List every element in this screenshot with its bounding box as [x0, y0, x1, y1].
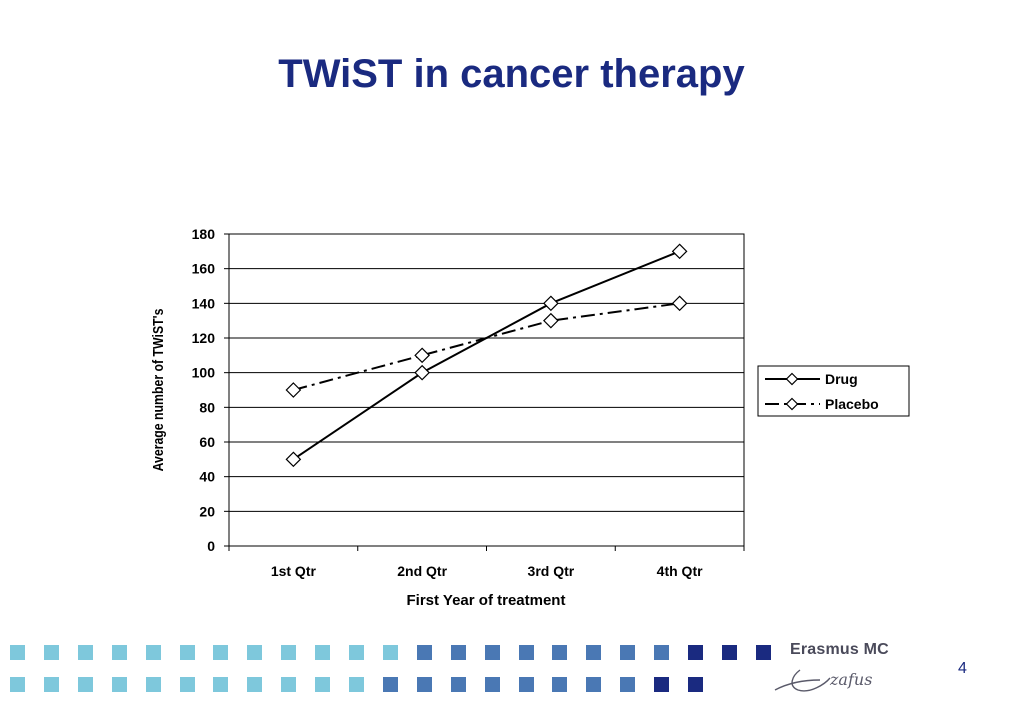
- y-tick-label: 20: [199, 503, 215, 519]
- x-axis-title: First Year of treatment: [407, 592, 566, 609]
- x-tick-label: 4th Qtr: [657, 563, 703, 579]
- y-tick-label: 40: [199, 469, 215, 485]
- legend-label: Placebo: [825, 396, 879, 412]
- y-tick-label: 120: [192, 330, 216, 346]
- legend: Drug Placebo: [757, 365, 910, 417]
- slide-title: TWiST in cancer therapy: [278, 52, 745, 96]
- erasmus-mc-logo: Erasmus MC: [790, 641, 889, 658]
- x-tick-label: 2nd Qtr: [397, 563, 447, 579]
- gridlines: [229, 233, 744, 512]
- y-tick-label: 180: [192, 226, 216, 242]
- data-point-drug: [285, 451, 302, 468]
- series-markers: [285, 243, 688, 468]
- series-line-placebo: [293, 302, 680, 391]
- legend-box: [757, 365, 910, 417]
- y-axis-title: Average number of TWiST's: [150, 308, 166, 471]
- y-tick-label: 100: [192, 365, 216, 381]
- data-point-placebo: [543, 312, 559, 329]
- data-point-placebo: [285, 382, 302, 398]
- data-point-placebo: [671, 295, 688, 312]
- page-number: 4: [958, 660, 967, 677]
- axes: [224, 233, 745, 551]
- y-tick-label: 0: [207, 538, 215, 554]
- data-point-drug: [543, 295, 559, 312]
- x-tick-label: 3rd Qtr: [528, 563, 575, 579]
- data-point-drug: [671, 243, 688, 260]
- plot-area: [228, 233, 745, 547]
- erasmus-signature-logo: zafus: [774, 669, 872, 692]
- data-point-placebo: [414, 347, 430, 364]
- data-point-drug: [414, 364, 430, 381]
- legend-marker: [785, 372, 799, 386]
- y-tick-label: 80: [199, 399, 215, 415]
- signature-text: zafus: [829, 670, 872, 689]
- legend-label: Drug: [825, 371, 858, 387]
- legend-marker: [785, 397, 799, 411]
- y-tick-label: 140: [192, 295, 216, 311]
- tick-labels: 0 20 40 60 80 100 120 140 160 180 1st Qtr 2nd Qtr 3r…: [192, 226, 703, 579]
- series-lines: [292, 250, 680, 461]
- y-tick-label: 60: [199, 434, 215, 450]
- x-tick-label: 1st Qtr: [271, 563, 317, 579]
- series-line-drug: [292, 250, 680, 461]
- y-tick-label: 160: [192, 261, 216, 277]
